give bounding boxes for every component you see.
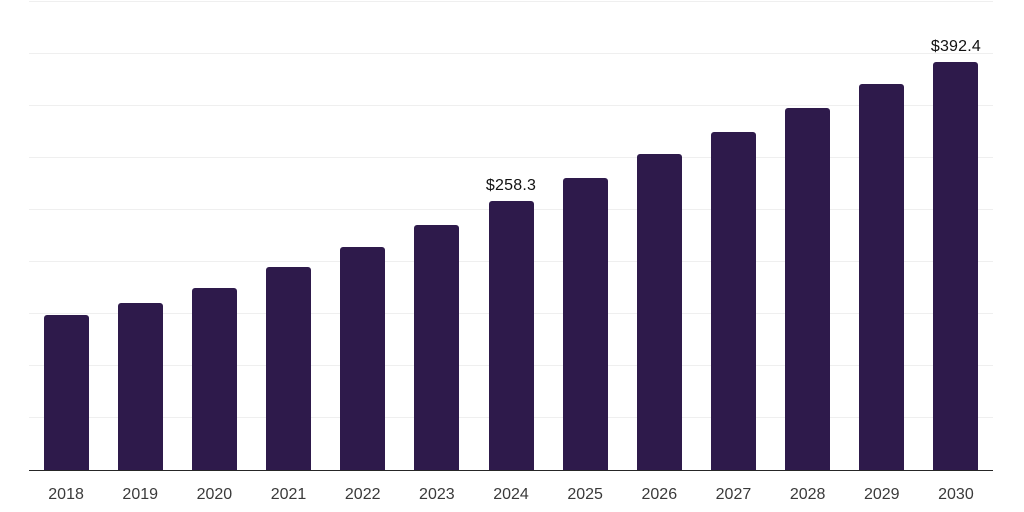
x-tick-2026: 2026 xyxy=(641,486,678,503)
gridline xyxy=(29,1,993,2)
x-tick-2027: 2027 xyxy=(715,486,752,503)
bar-2026 xyxy=(636,154,682,470)
bar-2021 xyxy=(266,267,312,470)
gridline xyxy=(29,53,993,54)
x-tick-2024: 2024 xyxy=(493,486,529,503)
bar-2028 xyxy=(785,108,831,470)
x-tick-2023: 2023 xyxy=(419,486,455,503)
plot-area: $258.3 $392.4 xyxy=(29,1,993,471)
x-tick-2021: 2021 xyxy=(270,486,307,503)
bar-2027 xyxy=(710,131,756,470)
x-axis-labels: 2018 2019 2020 2021 2022 2023 2024 2025 2026 2027… xyxy=(29,486,993,506)
bar-2023 xyxy=(414,224,460,470)
x-tick-2025: 2025 xyxy=(567,486,603,503)
gridline xyxy=(29,157,993,158)
x-tick-2020: 2020 xyxy=(196,486,233,503)
bar-2025 xyxy=(562,178,608,470)
x-tick-2029: 2029 xyxy=(863,486,900,503)
x-tick-2028: 2028 xyxy=(789,486,826,503)
bar-2030 xyxy=(933,61,979,470)
x-tick-2022: 2022 xyxy=(344,486,381,503)
data-label-2030: $392.4 xyxy=(930,37,981,55)
bar-2019 xyxy=(117,303,163,470)
x-tick-2019: 2019 xyxy=(122,486,159,503)
x-tick-2030: 2030 xyxy=(938,486,974,503)
bar-2024 xyxy=(488,201,534,470)
data-label-2024: $258.3 xyxy=(485,177,537,195)
bar-2020 xyxy=(191,288,237,470)
bar-2018 xyxy=(43,314,89,470)
bar-2029 xyxy=(859,84,905,470)
gridline xyxy=(29,105,993,106)
bar-2022 xyxy=(340,247,386,470)
x-axis-line xyxy=(29,469,993,471)
x-tick-2018: 2018 xyxy=(48,486,84,503)
